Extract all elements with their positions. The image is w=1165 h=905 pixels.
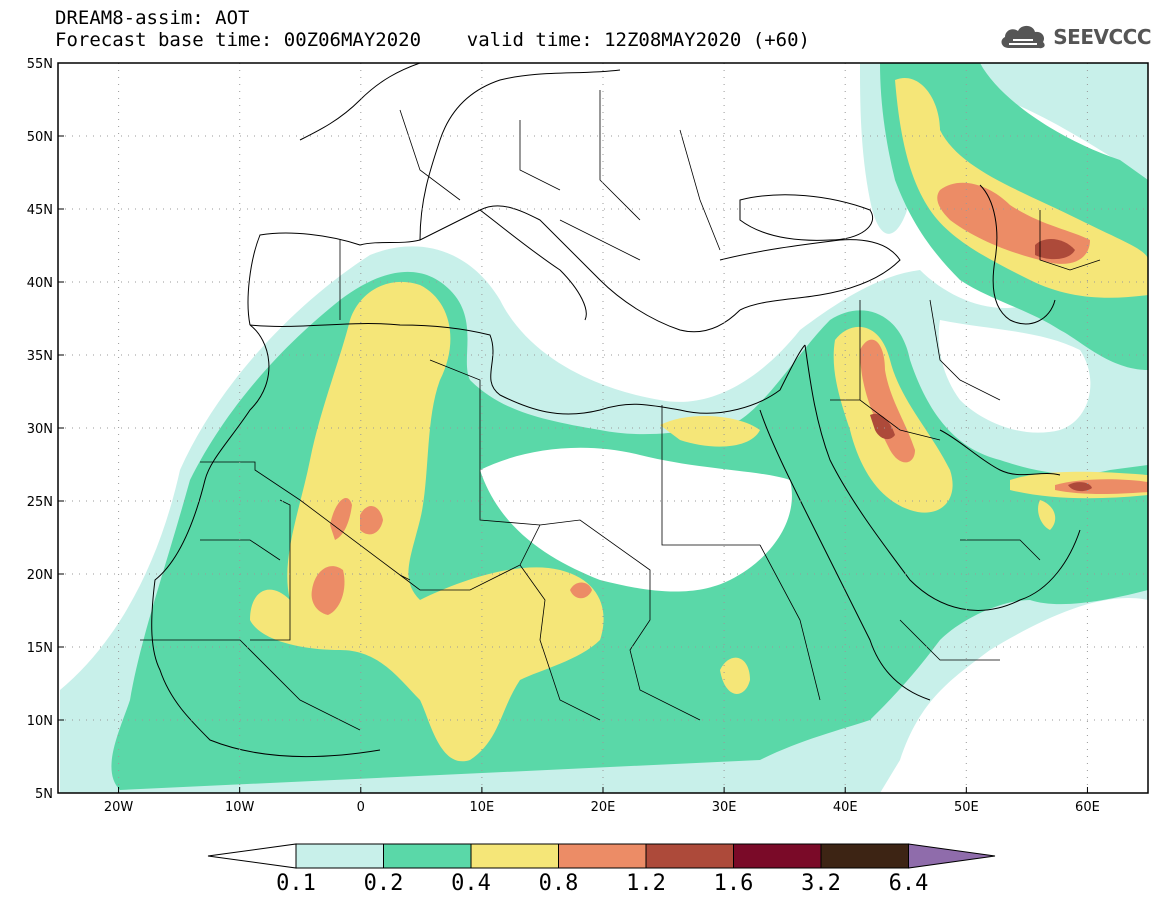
lon-tick-label: 60E [1075,800,1100,815]
lon-tick-label: 20W [104,800,134,815]
colorbar-cell [383,843,472,869]
lat-tick-label: 30N [27,422,53,437]
title-line-1: DREAM8-assim: AOT [55,7,250,29]
low-aot-region [480,447,792,592]
colorbar-over-triangle [908,843,996,869]
colorbar-label: 0.1 [276,871,316,896]
dust-field [60,63,1148,793]
lon-tick-label: 0 [357,800,365,815]
lat-tick-label: 55N [27,57,53,72]
lat-tick-label: 50N [27,130,53,145]
lat-tick-label: 5N [35,787,53,802]
colorbar-cell [733,843,822,869]
lon-tick-label: 30E [712,800,737,815]
colorbar-under-triangle [207,843,297,869]
title-line-2: Forecast base time: 00Z06MAY2020 valid t… [55,29,810,51]
lon-tick-label: 10E [470,800,495,815]
country-borders [140,90,1101,731]
colorbar-label: 0.8 [539,871,579,896]
colorbar-cell [295,843,384,869]
cloud-icon [1001,25,1045,49]
colorbar-cell [558,843,647,869]
seevccc-logo: SEEVCCC [997,22,1151,52]
colorbar-label: 0.4 [451,871,491,896]
graticule [58,63,1148,793]
logo-text: SEEVCCC [1053,25,1151,49]
coastlines [151,63,1081,758]
colorbar-cell [820,843,909,869]
lat-tick-label: 40N [27,276,53,291]
colorbar-label: 1.6 [714,871,754,896]
colorbar: 0.1 0.2 0.4 0.8 1.2 1.6 3.2 6.4 [207,843,996,896]
aot-level-1.2 [870,238,1092,492]
colorbar-label: 1.2 [626,871,666,896]
lat-tick-label: 45N [27,203,53,218]
colorbar-cell [645,843,734,869]
lon-tick-label: 40E [833,800,858,815]
lon-tick-label: 20E [591,800,616,815]
lon-tick-label: 10W [225,800,255,815]
latitude-axis: 55N 50N 45N 40N 35N 30N 25N 20N 15N 10N 5N [27,57,64,802]
lat-tick-label: 25N [27,495,53,510]
lat-tick-label: 10N [27,714,53,729]
longitude-axis: 20W 10W 0 10E 20E 30E 40E 50E 60E [104,787,1100,815]
lon-tick-label: 50E [954,800,979,815]
lat-tick-label: 20N [27,568,53,583]
colorbar-label: 3.2 [801,871,841,896]
colorbar-label: 0.2 [364,871,404,896]
colorbar-label: 6.4 [889,871,929,896]
lat-tick-label: 15N [27,641,53,656]
lat-tick-label: 35N [27,349,53,364]
colorbar-cell [470,843,559,869]
